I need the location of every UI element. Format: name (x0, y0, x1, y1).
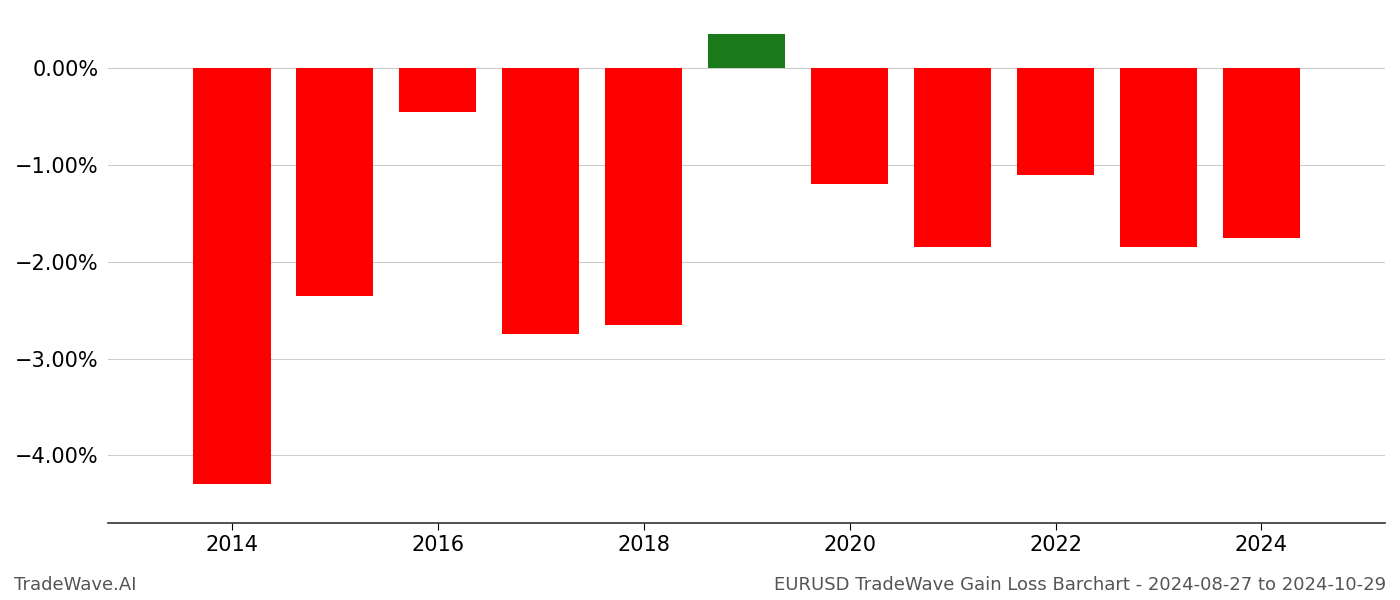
Text: EURUSD TradeWave Gain Loss Barchart - 2024-08-27 to 2024-10-29: EURUSD TradeWave Gain Loss Barchart - 20… (774, 576, 1386, 594)
Bar (1016, 68, 1095, 175)
Bar (297, 68, 374, 296)
Bar (193, 68, 270, 484)
Bar (605, 68, 682, 325)
Bar (399, 68, 476, 112)
Bar (914, 68, 991, 247)
Bar (1120, 68, 1197, 247)
Bar (503, 68, 580, 334)
Bar (811, 68, 888, 184)
Bar (708, 34, 785, 68)
Text: TradeWave.AI: TradeWave.AI (14, 576, 137, 594)
Bar (1222, 68, 1301, 238)
